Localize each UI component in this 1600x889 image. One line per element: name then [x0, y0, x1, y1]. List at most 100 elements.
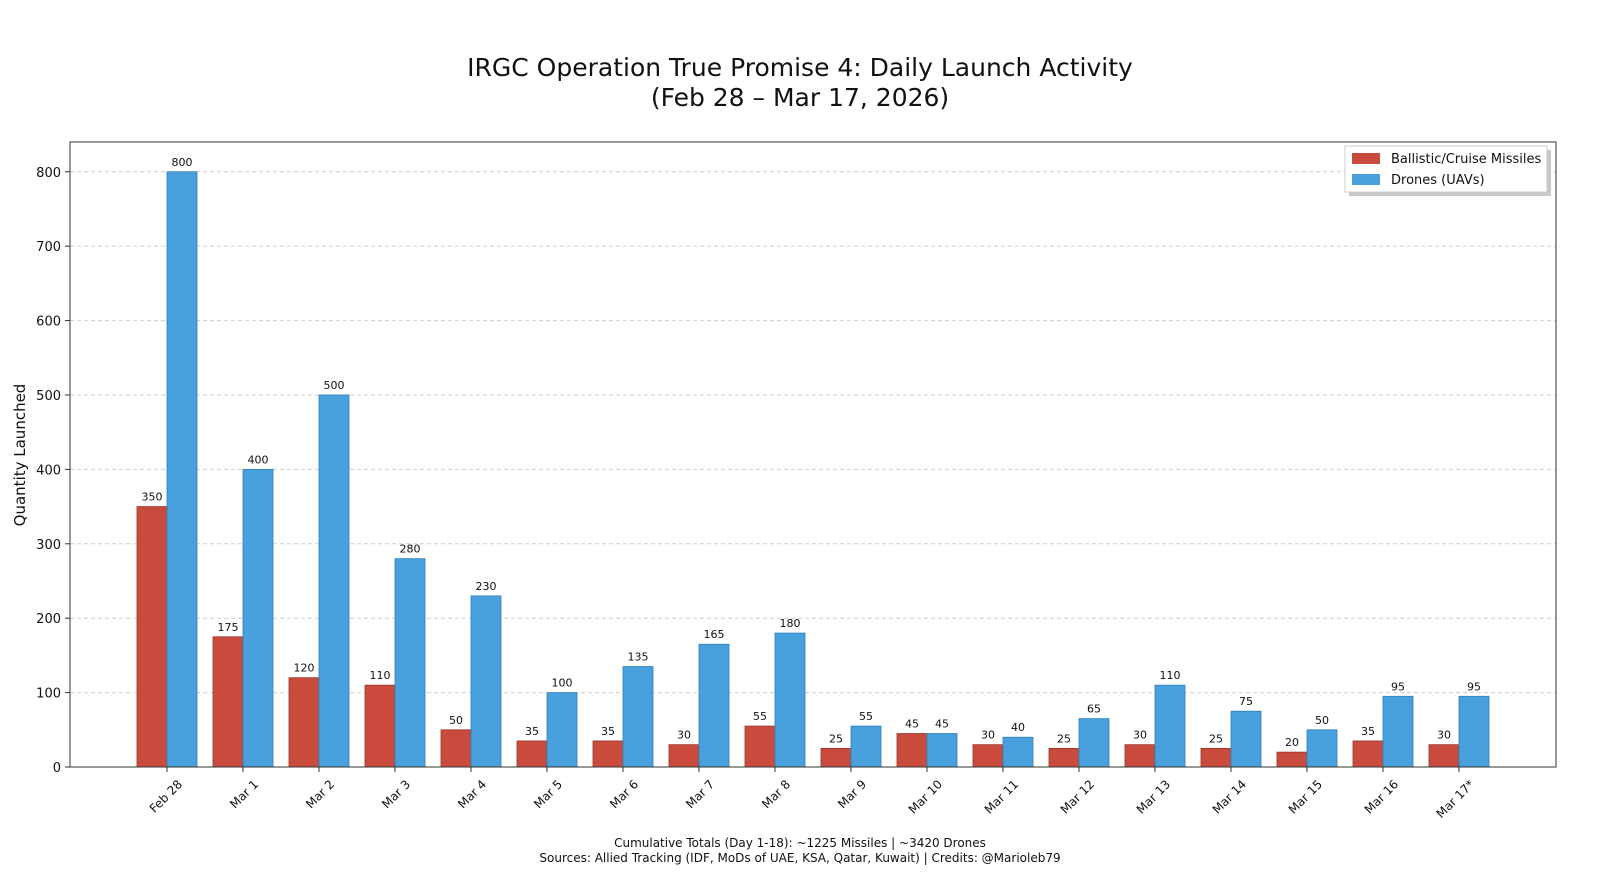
data-label-missiles: 35: [601, 725, 615, 738]
bars: [136, 171, 1490, 768]
x-tick-label: Mar 8: [759, 777, 793, 811]
x-tick-label: Mar 11: [982, 777, 1021, 816]
x-tick-label: Mar 3: [379, 777, 413, 811]
data-label-drones: 280: [400, 543, 421, 556]
data-label-missiles: 175: [218, 621, 239, 634]
bar-drones: [1078, 718, 1110, 768]
data-label-drones: 180: [780, 617, 801, 630]
chart-subtitle: (Feb 28 – Mar 17, 2026): [650, 83, 950, 112]
bar-drones: [1002, 736, 1034, 768]
data-label-missiles: 25: [829, 732, 843, 745]
x-tick-label: Mar 1: [227, 777, 261, 811]
bar-drones: [1230, 710, 1262, 768]
legend: Ballistic/Cruise Missiles Drones (UAVs): [1344, 145, 1551, 196]
bar-missiles: [136, 506, 168, 768]
bar-drones: [1382, 695, 1414, 768]
data-label-missiles: 30: [1133, 729, 1147, 742]
data-label-missiles: 120: [294, 662, 315, 675]
bar-missiles: [592, 740, 624, 768]
bar-missiles: [288, 677, 320, 768]
bar-missiles: [896, 733, 928, 768]
chart-title: IRGC Operation True Promise 4: Daily Lau…: [467, 53, 1133, 82]
data-label-missiles: 25: [1057, 732, 1071, 745]
data-label-missiles: 30: [981, 729, 995, 742]
x-tick-label: Mar 10: [906, 777, 945, 816]
data-label-missiles: 30: [677, 729, 691, 742]
bar-drones: [166, 171, 198, 768]
bar-missiles: [1352, 740, 1384, 768]
y-axis-label: Quantity Launched: [11, 384, 29, 527]
data-label-drones: 95: [1467, 680, 1481, 693]
data-label-drones: 110: [1160, 669, 1181, 682]
bar-drones: [394, 558, 426, 768]
data-label-missiles: 35: [525, 725, 539, 738]
data-label-drones: 75: [1239, 695, 1253, 708]
x-axis: Feb 28 Mar 1 Mar 2 Mar 3 Mar 4 Mar 5 Mar 6 Mar …: [147, 767, 1477, 821]
data-label-missiles: 25: [1209, 732, 1223, 745]
grid-lines: [70, 171, 1556, 694]
data-label-drones: 500: [324, 379, 345, 392]
bar-drones: [318, 394, 350, 768]
y-tick-label: 300: [36, 538, 61, 553]
x-tick-label: Feb 28: [147, 777, 185, 815]
data-label-missiles: 30: [1437, 729, 1451, 742]
x-tick-label: Mar 6: [607, 777, 641, 811]
bar-drones: [926, 733, 958, 768]
x-tick-label: Mar 5: [531, 777, 565, 811]
y-tick-label: 400: [36, 463, 61, 478]
data-label-missiles: 350: [142, 491, 163, 504]
x-tick-label: Mar 13: [1134, 777, 1173, 816]
data-label-drones: 800: [172, 156, 193, 169]
bar-drones: [698, 643, 730, 768]
data-label-missiles: 35: [1361, 725, 1375, 738]
bar-drones: [470, 595, 502, 768]
y-tick-label: 200: [36, 612, 61, 627]
footer-totals: Cumulative Totals (Day 1-18): ~1225 Miss…: [614, 836, 986, 850]
plot-frame: [69, 141, 1557, 768]
legend-swatch: [1352, 153, 1380, 164]
bar-missiles: [1428, 744, 1460, 768]
bar-missiles: [516, 740, 548, 768]
data-label-drones: 95: [1391, 680, 1405, 693]
bar-missiles: [1124, 744, 1156, 768]
x-tick-label: Mar 15: [1286, 777, 1325, 816]
x-tick-label: Mar 7: [683, 777, 717, 811]
x-tick-label: Mar 16: [1362, 777, 1401, 816]
x-tick-label: Mar 2: [303, 777, 337, 811]
data-label-drones: 400: [248, 453, 269, 466]
bar-drones: [1458, 695, 1490, 768]
data-labels: 350 800 175 400 120 500 110 280 50 230 35 100 35 135 3…: [142, 156, 1482, 749]
data-label-missiles: 45: [905, 718, 919, 731]
data-label-drones: 135: [628, 651, 649, 664]
x-tick-label: Mar 4: [455, 777, 489, 811]
y-tick-label: 100: [36, 687, 61, 702]
data-label-drones: 165: [704, 628, 725, 641]
bar-missiles: [1048, 747, 1080, 768]
y-tick-label: 500: [36, 389, 61, 404]
data-label-missiles: 50: [449, 714, 463, 727]
bar-missiles: [440, 729, 472, 768]
data-label-missiles: 20: [1285, 736, 1299, 749]
y-tick-label: 800: [36, 166, 61, 181]
bar-missiles: [1276, 751, 1308, 768]
data-label-drones: 230: [476, 580, 497, 593]
data-label-drones: 55: [859, 710, 873, 723]
bar-drones: [1154, 684, 1186, 768]
data-label-drones: 40: [1011, 721, 1025, 734]
bar-drones: [850, 725, 882, 768]
data-label-drones: 45: [935, 718, 949, 731]
x-tick-label: Mar 12: [1058, 777, 1097, 816]
data-label-drones: 50: [1315, 714, 1329, 727]
data-label-drones: 100: [552, 677, 573, 690]
bar-drones: [1306, 729, 1338, 768]
legend-label: Ballistic/Cruise Missiles: [1391, 152, 1542, 167]
data-label-drones: 65: [1087, 703, 1101, 716]
bar-missiles: [972, 744, 1004, 768]
x-tick-label: Mar 17*: [1433, 777, 1477, 821]
y-tick-label: 0: [53, 761, 61, 776]
bar-drones: [774, 632, 806, 768]
bar-missiles: [668, 744, 700, 768]
bar-missiles: [744, 725, 776, 768]
y-tick-label: 600: [36, 315, 61, 330]
